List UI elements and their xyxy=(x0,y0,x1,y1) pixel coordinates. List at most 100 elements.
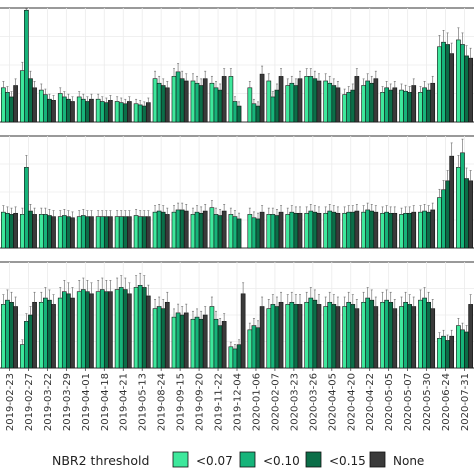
bar-p2-c23-s1 xyxy=(441,335,446,369)
bar-p0-c15-s0 xyxy=(285,85,291,123)
bar-p2-c8-s2 xyxy=(160,308,166,369)
bar-p0-c20-s2 xyxy=(388,89,394,123)
x-tick-label: 2019-09-20 xyxy=(195,373,206,431)
bar-p0-c6-s2 xyxy=(122,103,128,123)
bar-p1-c21-s2 xyxy=(407,212,413,249)
bar-p0-c10-s0 xyxy=(190,80,196,123)
bar-p0-c3-s1 xyxy=(61,96,67,123)
bar-p2-c14-s0 xyxy=(266,308,272,369)
bar-p2-c23-s2 xyxy=(445,340,450,369)
bar-p0-c8-s0 xyxy=(152,78,158,123)
bar-p1-c14-s1 xyxy=(270,214,276,249)
bar-p1-c6-s1 xyxy=(118,216,124,249)
bar-p2-c4-s3 xyxy=(89,293,94,369)
bar-p0-c14-s2 xyxy=(274,89,280,123)
bar-p0-c10-s3 xyxy=(202,78,208,123)
bar-p1-c3-s0 xyxy=(57,216,63,249)
bar-p2-c6-s3 xyxy=(127,293,132,369)
legend-label-2: <0.15 xyxy=(329,454,366,468)
bar-p0-c24-s2 xyxy=(464,55,469,123)
bar-p1-c9-s2 xyxy=(179,209,185,249)
x-tick-label: 2019-04-01 xyxy=(81,373,92,431)
legend-entry-1: <0.10 xyxy=(239,451,300,468)
bar-p1-c8-s2 xyxy=(160,211,166,249)
bar-p2-c24-s1 xyxy=(460,329,465,369)
bar-p0-c4-s1 xyxy=(80,98,86,123)
bar-p0-c19-s0 xyxy=(361,85,366,123)
legend: NBR2 threshold <0.07 <0.10 <0.15 None xyxy=(52,451,424,468)
bar-p0-c19-s2 xyxy=(369,82,375,123)
bar-p1-c2-s2 xyxy=(47,215,52,249)
bar-p1-c6-s3 xyxy=(127,216,132,249)
bar-p0-c6-s3 xyxy=(127,101,132,123)
bar-p2-c0-s2 xyxy=(9,301,14,369)
bar-p1-c21-s3 xyxy=(411,211,417,249)
bar-p1-c15-s3 xyxy=(297,212,303,249)
bar-p1-c9-s1 xyxy=(175,209,181,249)
x-tick-label: 2019-02-23 xyxy=(5,373,16,431)
legend-key-0 xyxy=(172,451,189,468)
bar-p0-c16-s1 xyxy=(308,76,314,123)
bar-p1-c13-s2 xyxy=(255,218,261,249)
bar-p1-c19-s2 xyxy=(369,210,375,249)
legend-title: NBR2 threshold xyxy=(52,453,149,468)
bar-p2-c18-s2 xyxy=(350,304,356,369)
bar-p1-c6-s0 xyxy=(114,216,120,249)
bar-p2-c0-s3 xyxy=(13,306,18,369)
bar-p2-c20-s3 xyxy=(392,308,398,369)
panel-0 xyxy=(0,7,474,123)
bar-p1-c1-s2 xyxy=(28,210,33,249)
legend-entry-2: <0.15 xyxy=(305,451,366,468)
legend-entry-3: None xyxy=(369,451,424,468)
bar-p2-c11-s2 xyxy=(217,325,223,369)
x-tick-label: 2019-03-22 xyxy=(43,373,54,431)
bar-p2-c3-s3 xyxy=(70,297,75,369)
x-axis: 2019-02-23 2019-02-27 2019-03-22 2019-03-29… xyxy=(5,368,471,431)
x-tick-label: 2020-04-22 xyxy=(365,373,376,431)
bar-p1-c22-s1 xyxy=(422,210,427,249)
bar-p0-c23-s1 xyxy=(441,41,446,123)
x-tick-label: 2020-05-30 xyxy=(422,373,433,431)
bar-p1-c3-s1 xyxy=(61,215,67,249)
x-tick-label: 2019-12-04 xyxy=(233,373,244,431)
bar-p2-c17-s1 xyxy=(327,301,333,369)
bar-p1-c24-s2 xyxy=(464,178,469,249)
bar-p1-c15-s1 xyxy=(289,211,295,249)
bar-p0-c18-s2 xyxy=(350,89,356,123)
bar-p2-c9-s3 xyxy=(183,312,189,369)
bar-p1-c18-s0 xyxy=(342,212,347,249)
bar-p1-c20-s1 xyxy=(384,211,389,249)
bar-p0-c8-s3 xyxy=(164,87,170,123)
bar-p2-c5-s2 xyxy=(103,291,109,369)
bar-p2-c13-s2 xyxy=(255,327,261,369)
bar-p1-c21-s0 xyxy=(399,214,404,249)
bar-p2-c8-s3 xyxy=(164,301,170,369)
bar-p2-c18-s0 xyxy=(342,306,347,369)
x-tick-label: 2019-02-27 xyxy=(24,373,35,431)
bar-p2-c9-s0 xyxy=(171,316,177,369)
bar-p1-c6-s2 xyxy=(122,216,128,249)
bar-p2-c21-s0 xyxy=(399,306,404,369)
bar-p0-c6-s0 xyxy=(114,101,120,123)
bar-p1-c5-s1 xyxy=(99,216,105,249)
bar-p2-c19-s3 xyxy=(373,306,379,369)
bar-p2-c2-s0 xyxy=(38,301,44,369)
bar-p1-c18-s3 xyxy=(354,210,360,249)
bar-p1-c15-s0 xyxy=(285,214,291,249)
bar-p2-c4-s0 xyxy=(76,291,82,369)
bar-p0-c18-s1 xyxy=(346,92,352,123)
bar-p1-c1-s1 xyxy=(24,167,29,249)
bar-p1-c9-s3 xyxy=(183,210,189,249)
bar-p0-c10-s1 xyxy=(194,82,200,123)
bar-p0-c9-s0 xyxy=(171,76,177,123)
bar-p2-c18-s3 xyxy=(354,308,360,369)
bar-p0-c8-s2 xyxy=(160,85,166,123)
bar-p2-c10-s3 xyxy=(202,314,208,369)
bar-p2-c12-s2 xyxy=(236,344,242,369)
bar-p2-c20-s2 xyxy=(388,301,394,369)
bar-p0-c15-s1 xyxy=(289,82,295,123)
bar-p0-c0-s1 xyxy=(5,92,10,123)
bar-p0-c3-s3 xyxy=(70,101,75,123)
bar-p1-c12-s1 xyxy=(232,216,238,249)
bar-p1-c19-s0 xyxy=(361,211,366,249)
